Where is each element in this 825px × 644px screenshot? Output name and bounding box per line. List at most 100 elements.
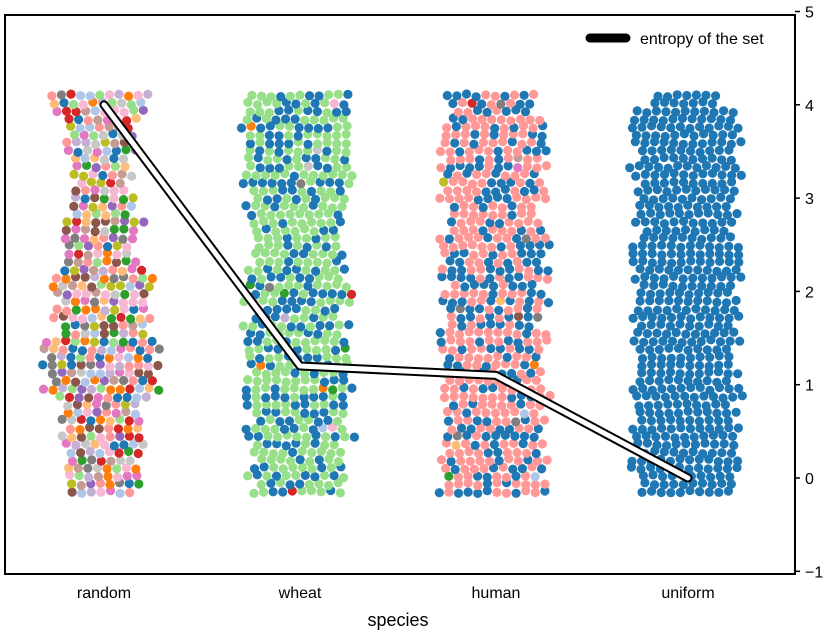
swarm-point xyxy=(669,271,679,281)
swarm-point xyxy=(472,360,482,371)
swarm-point xyxy=(660,392,671,402)
swarm-point xyxy=(681,305,691,315)
swarm-point xyxy=(680,391,690,401)
swarm-point xyxy=(508,438,519,448)
swarm-point xyxy=(475,337,485,347)
swarm-point xyxy=(650,217,660,227)
swarm-point xyxy=(443,186,453,196)
swarm-point xyxy=(291,264,301,274)
swarm-point xyxy=(519,409,529,419)
swarm-point xyxy=(316,487,326,497)
swarm-point xyxy=(514,218,524,229)
swarm-point xyxy=(447,266,457,276)
swarm-point xyxy=(688,98,698,108)
swarm-point xyxy=(289,423,299,433)
swarm-point xyxy=(625,163,635,173)
swarm-point xyxy=(483,327,493,337)
swarm-point xyxy=(81,288,91,298)
swarm-point xyxy=(47,91,57,101)
swarm-point xyxy=(688,273,698,283)
swarm-point xyxy=(705,423,715,434)
swarm-point xyxy=(125,281,135,291)
swarm-point xyxy=(635,200,645,210)
swarm-point xyxy=(262,439,272,449)
swarm-point xyxy=(498,288,508,298)
swarm-point xyxy=(77,281,87,291)
swarm-point xyxy=(337,170,347,180)
swarm-point xyxy=(271,400,281,410)
swarm-point xyxy=(647,146,657,156)
swarm-point xyxy=(512,351,522,361)
swarm-point xyxy=(526,137,537,147)
legend-entropy-label: entropy of the set xyxy=(640,31,764,48)
swarm-point xyxy=(268,218,278,229)
swarm-point xyxy=(506,241,516,251)
swarm-point xyxy=(270,384,280,394)
swarm-point xyxy=(641,131,651,141)
swarm-point xyxy=(76,448,86,458)
swarm-point xyxy=(662,305,672,316)
swarm-point xyxy=(96,433,106,443)
swarm-point xyxy=(669,217,679,227)
swarm-point xyxy=(644,162,654,172)
swarm-point xyxy=(675,122,686,132)
swarm-point xyxy=(320,306,330,316)
swarm-point xyxy=(123,353,134,363)
swarm-point xyxy=(114,361,125,371)
swarm-point xyxy=(281,377,291,387)
swarm-point xyxy=(723,321,733,331)
swarm-point xyxy=(473,354,483,364)
swarm-point xyxy=(647,241,657,251)
swarm-point xyxy=(88,202,98,212)
swarm-point xyxy=(704,361,714,371)
swarm-point xyxy=(485,273,495,284)
swarm-point xyxy=(108,265,118,275)
swarm-point xyxy=(96,178,106,188)
swarm-point xyxy=(339,100,349,110)
swarm-point xyxy=(706,335,716,345)
swarm-point xyxy=(632,431,642,442)
swarm-point xyxy=(299,385,309,395)
swarm-point xyxy=(286,322,296,332)
swarm-point xyxy=(301,305,311,316)
swarm-point xyxy=(475,456,485,466)
swarm-point xyxy=(664,202,674,212)
swarm-point xyxy=(645,375,655,386)
swarm-point xyxy=(491,187,501,197)
swarm-point xyxy=(117,266,127,276)
swarm-point xyxy=(491,359,501,370)
swarm-point xyxy=(685,321,695,331)
swarm-point xyxy=(110,138,120,149)
swarm-point xyxy=(529,185,539,195)
swarm-point xyxy=(502,193,512,204)
swarm-point xyxy=(465,337,475,347)
swarm-point xyxy=(243,97,253,107)
swarm-point xyxy=(77,178,87,188)
swarm-point xyxy=(487,114,497,125)
swarm-point xyxy=(115,281,126,291)
swarm-point xyxy=(700,438,710,448)
swarm-point xyxy=(663,399,673,409)
swarm-point xyxy=(658,194,668,204)
swarm-point xyxy=(125,384,135,394)
swarm-point xyxy=(494,337,504,347)
swarm-point xyxy=(118,195,129,205)
swarm-point xyxy=(329,440,339,450)
swarm-point xyxy=(440,289,450,300)
swarm-point xyxy=(308,288,318,298)
swarm-point xyxy=(645,265,655,275)
swarm-point xyxy=(299,313,309,323)
swarm-point xyxy=(519,431,530,441)
swarm-point xyxy=(440,248,450,258)
swarm-point xyxy=(314,479,324,489)
swarm-point xyxy=(517,464,528,474)
swarm-point xyxy=(695,147,705,157)
swarm-point xyxy=(637,424,648,435)
swarm-point xyxy=(282,233,292,243)
swarm-point xyxy=(119,375,129,386)
swarm-point xyxy=(657,257,667,267)
swarm-point xyxy=(662,441,672,451)
swarm-point xyxy=(463,107,473,118)
swarm-point xyxy=(304,274,315,284)
swarm-point xyxy=(507,226,517,236)
